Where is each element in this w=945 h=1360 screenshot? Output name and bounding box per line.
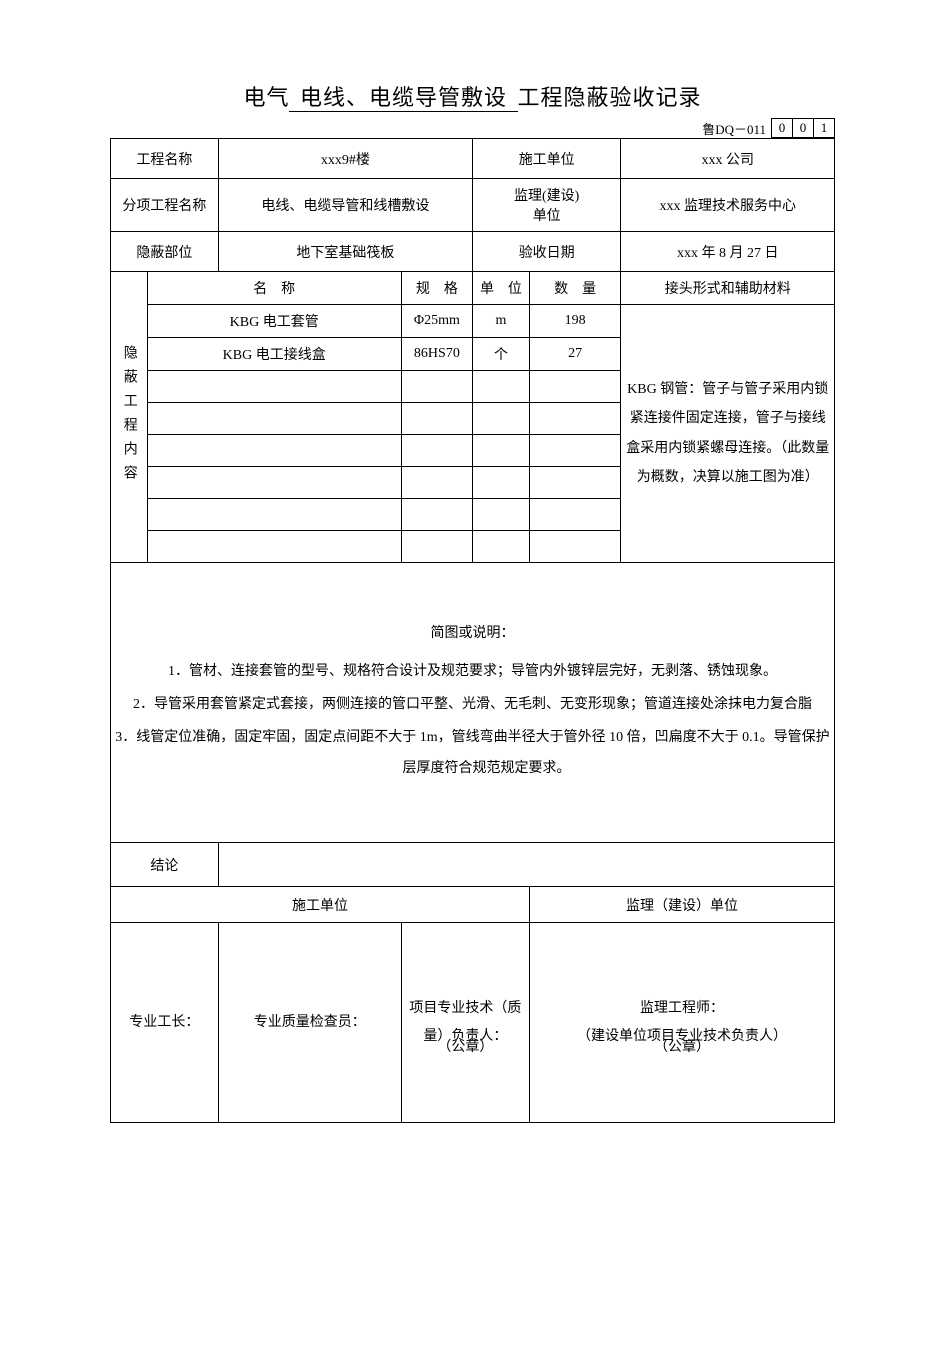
row3-unit: [472, 403, 529, 435]
col-name: 名 称: [147, 272, 401, 305]
col-joint: 接头形式和辅助材料: [621, 272, 835, 305]
accept-date: xxx 年 8 月 27 日: [621, 232, 835, 272]
row2-unit: [472, 371, 529, 403]
row7-unit: [472, 531, 529, 563]
code-box-2: 1: [813, 118, 835, 138]
joint-desc: KBG 钢管：管子与管子采用内锁紧连接件固定连接，管子与接线盒采用内锁紧螺母连接…: [621, 305, 835, 563]
project-name-label: 工程名称: [111, 139, 219, 179]
title-underlined: 电线、电缆导管敷设: [289, 85, 517, 112]
row2-name: [147, 371, 401, 403]
contractor-label: 施工单位: [472, 139, 620, 179]
code-box-1: 0: [792, 118, 814, 138]
contractor-header: 施工单位: [111, 887, 530, 923]
doc-code-boxes: 0 0 1: [772, 118, 835, 138]
col-spec: 规 格: [401, 272, 472, 305]
foreman-label: 专业工长：: [129, 1015, 199, 1030]
title-prefix: 电气: [243, 85, 289, 110]
contractor: xxx 公司: [621, 139, 835, 179]
row1-qty: 27: [529, 338, 621, 371]
notes-cell: 简图或说明： 1．管材、连接套管的型号、规格符合设计及规范要求；导管内外镀锌层完…: [111, 563, 835, 843]
doc-code-label: 鲁DQ－011: [702, 119, 766, 138]
row3-qty: [529, 403, 621, 435]
row4-qty: [529, 435, 621, 467]
row7-name: [147, 531, 401, 563]
row5-spec: [401, 467, 472, 499]
note-1: 1．管材、连接套管的型号、规格符合设计及规范要求；导管内外镀锌层完好，无剥落、锈…: [115, 657, 830, 688]
supervisor: xxx 监理技术服务中心: [621, 179, 835, 232]
row5-name: [147, 467, 401, 499]
foreman-cell: 专业工长：: [111, 923, 219, 1123]
qc-cell: 专业质量检查员：: [218, 923, 401, 1123]
conclusion-value: [218, 843, 834, 887]
concealed-part: 地下室基础筏板: [218, 232, 472, 272]
row4-spec: [401, 435, 472, 467]
row0-spec: Φ25mm: [401, 305, 472, 338]
note-2: 2．导管采用套管紧定式套接，两侧连接的管口平整、光滑、无毛刺、无变形现象；管道连…: [115, 690, 830, 721]
row7-spec: [401, 531, 472, 563]
row3-spec: [401, 403, 472, 435]
row0-qty: 198: [529, 305, 621, 338]
row5-unit: [472, 467, 529, 499]
doc-code-row: 鲁DQ－011 0 0 1: [110, 118, 835, 138]
supervisor-label: 监理(建设) 单位: [472, 179, 620, 232]
sub-project-label: 分项工程名称: [111, 179, 219, 232]
main-table: 工程名称 xxx9#楼 施工单位 xxx 公司 分项工程名称 电线、电缆导管和线…: [110, 138, 835, 1123]
row4-unit: [472, 435, 529, 467]
code-box-0: 0: [771, 118, 793, 138]
row6-qty: [529, 499, 621, 531]
supervisor-header: 监理（建设）单位: [529, 887, 834, 923]
row6-name: [147, 499, 401, 531]
concealed-part-label: 隐蔽部位: [111, 232, 219, 272]
row1-name: KBG 电工接线盒: [147, 338, 401, 371]
sub-project: 电线、电缆导管和线槽敷设: [218, 179, 472, 232]
document-title: 电气 电线、电缆导管敷设 工程隐蔽验收记录: [110, 80, 835, 112]
notes-heading: 简图或说明：: [115, 619, 830, 650]
row0-name: KBG 电工套管: [147, 305, 401, 338]
seal-contractor: （公章）: [402, 1034, 529, 1062]
col-unit: 单 位: [472, 272, 529, 305]
row5-qty: [529, 467, 621, 499]
row1-spec: 86HS70: [401, 338, 472, 371]
title-suffix: 工程隐蔽验收记录: [518, 85, 702, 110]
row0-unit: m: [472, 305, 529, 338]
supervisor-sig-cell: 监理工程师： （建设单位项目专业技术负责人） （公章）: [529, 923, 834, 1123]
accept-date-label: 验收日期: [472, 232, 620, 272]
seal-supervisor: （公章）: [530, 1034, 834, 1062]
conclusion-label: 结论: [111, 843, 219, 887]
col-qty: 数 量: [529, 272, 621, 305]
row2-spec: [401, 371, 472, 403]
content-side-label: 隐蔽工程内容: [111, 272, 148, 563]
row7-qty: [529, 531, 621, 563]
techlead-cell: 项目专业技术（质量）负责人： （公章）: [401, 923, 529, 1123]
note-3: 3．线管定位准确，固定牢固，固定点间距不大于 1m，管线弯曲半径大于管外径 10…: [115, 723, 830, 785]
qc-label: 专业质量检查员：: [254, 1015, 366, 1030]
project-name: xxx9#楼: [218, 139, 472, 179]
row3-name: [147, 403, 401, 435]
row6-spec: [401, 499, 472, 531]
row1-unit: 个: [472, 338, 529, 371]
notes-list: 1．管材、连接套管的型号、规格符合设计及规范要求；导管内外镀锌层完好，无剥落、锈…: [115, 657, 830, 784]
supervisor-eng-label: 监理工程师：: [534, 995, 830, 1023]
row4-name: [147, 435, 401, 467]
row2-qty: [529, 371, 621, 403]
row6-unit: [472, 499, 529, 531]
